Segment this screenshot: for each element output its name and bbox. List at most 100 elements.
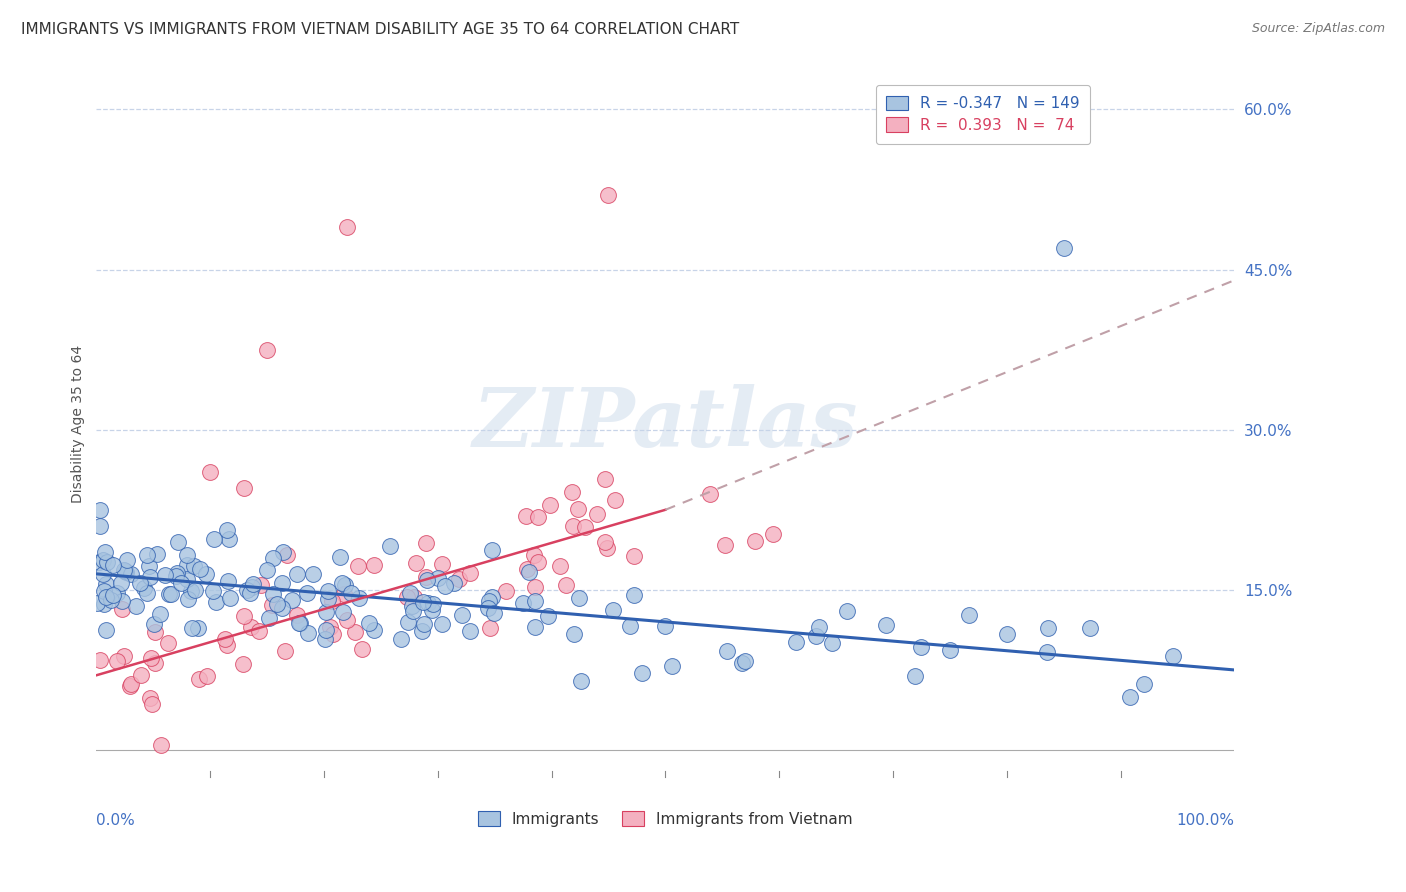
Point — [184, 582, 207, 597]
Point — [344, 624, 367, 639]
Point — [170, 576, 193, 591]
Point — [807, 619, 830, 633]
Point — [166, 534, 188, 549]
Point — [623, 588, 645, 602]
Point — [124, 599, 146, 613]
Point — [262, 550, 284, 565]
Point — [422, 598, 444, 612]
Point — [416, 596, 439, 610]
Point — [321, 594, 343, 608]
Point — [157, 587, 180, 601]
Point — [215, 638, 238, 652]
Point — [416, 574, 439, 588]
Point — [93, 584, 115, 599]
Point — [363, 623, 385, 637]
Point — [837, 604, 859, 618]
Point — [405, 557, 427, 571]
Point — [1078, 621, 1101, 635]
Point — [153, 567, 176, 582]
Point — [105, 654, 128, 668]
Point — [957, 607, 980, 622]
Point — [96, 555, 118, 569]
Point — [569, 674, 592, 689]
Point — [402, 590, 425, 604]
Point — [427, 571, 450, 585]
Point — [332, 605, 354, 619]
Point — [115, 565, 138, 579]
Text: IMMIGRANTS VS IMMIGRANTS FROM VIETNAM DISABILITY AGE 35 TO 64 CORRELATION CHART: IMMIGRANTS VS IMMIGRANTS FROM VIETNAM DI… — [21, 22, 740, 37]
Point — [939, 642, 962, 657]
Point — [233, 482, 256, 496]
Point — [145, 656, 167, 670]
Point — [661, 659, 683, 673]
Point — [420, 603, 443, 617]
Point — [322, 627, 344, 641]
Point — [218, 591, 240, 606]
Point — [1053, 241, 1076, 255]
Point — [120, 679, 142, 693]
Point — [180, 621, 202, 635]
Point — [524, 620, 547, 634]
Point — [329, 550, 352, 565]
Point — [280, 592, 302, 607]
Point — [177, 591, 200, 606]
Point — [205, 595, 228, 609]
Point — [89, 518, 111, 533]
Point — [315, 605, 337, 619]
Point — [524, 593, 547, 607]
Point — [357, 616, 380, 631]
Point — [266, 597, 288, 611]
Point — [143, 624, 166, 639]
Point — [271, 545, 294, 559]
Point — [481, 590, 503, 604]
Point — [176, 548, 198, 562]
Point — [460, 566, 482, 581]
Point — [318, 591, 340, 606]
Point — [112, 649, 135, 664]
Point — [731, 656, 754, 670]
Point — [603, 492, 626, 507]
Point — [100, 593, 122, 607]
Point — [336, 613, 359, 627]
Point — [218, 532, 240, 546]
Point — [538, 498, 561, 512]
Point — [602, 602, 624, 616]
Point — [875, 618, 897, 632]
Point — [139, 690, 162, 705]
Point — [734, 654, 756, 668]
Point — [150, 738, 173, 752]
Point — [523, 580, 546, 594]
Point — [240, 580, 263, 594]
Point — [288, 616, 311, 631]
Point — [623, 549, 645, 563]
Point — [111, 594, 134, 608]
Point — [139, 570, 162, 584]
Point — [187, 621, 209, 635]
Point — [195, 669, 218, 683]
Point — [232, 657, 254, 671]
Point — [188, 562, 211, 576]
Point — [318, 583, 340, 598]
Point — [138, 559, 160, 574]
Point — [89, 653, 111, 667]
Point — [297, 625, 319, 640]
Point — [330, 575, 353, 590]
Point — [94, 624, 117, 638]
Point — [1133, 677, 1156, 691]
Point — [120, 566, 142, 581]
Point — [236, 582, 259, 597]
Point — [93, 597, 115, 611]
Point — [101, 558, 124, 573]
Point — [555, 578, 578, 592]
Point — [415, 570, 437, 584]
Point — [574, 520, 596, 534]
Point — [274, 644, 297, 658]
Legend: Immigrants, Immigrants from Vietnam: Immigrants, Immigrants from Vietnam — [472, 805, 859, 833]
Point — [101, 588, 124, 602]
Point — [247, 624, 270, 639]
Point — [389, 632, 412, 646]
Point — [714, 538, 737, 552]
Y-axis label: Disability Age 35 to 64: Disability Age 35 to 64 — [72, 345, 86, 503]
Point — [336, 219, 359, 234]
Point — [821, 636, 844, 650]
